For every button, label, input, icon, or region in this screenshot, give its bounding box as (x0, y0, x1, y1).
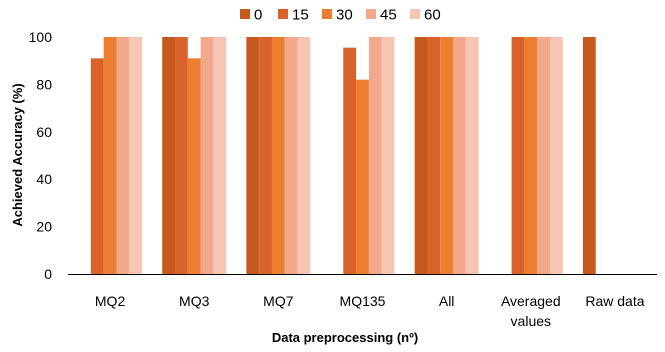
x-tick-label: MQ135 (340, 293, 386, 309)
bar-45-3 (368, 37, 382, 274)
bar-0-4 (414, 37, 428, 274)
y-tick-label: 100 (29, 29, 53, 45)
legend-swatch-60 (410, 9, 420, 19)
bar-60-0 (129, 37, 143, 274)
bar-45-1 (200, 37, 214, 274)
x-tick-label: All (439, 293, 455, 309)
bar-60-3 (381, 37, 395, 274)
bar-15-5 (511, 37, 525, 274)
y-tick-label: 40 (36, 171, 52, 187)
bar-45-5 (537, 37, 550, 274)
bar-30-4 (440, 37, 454, 274)
x-axis-ticks: MQ2 MQ3 MQ7 MQ135 All Averaged values Raw data (95, 293, 645, 329)
bar-30-0 (103, 37, 117, 274)
bar-60-4 (465, 37, 479, 274)
y-tick-label: 20 (36, 219, 52, 235)
bar-0-6 (582, 37, 596, 274)
legend-label-0: 0 (254, 7, 262, 24)
bar-30-1 (187, 58, 201, 274)
bar-15-2 (259, 37, 272, 274)
legend-swatch-15 (278, 9, 288, 19)
y-axis-ticks: 0 20 40 60 80 100 (29, 29, 53, 282)
y-tick-label: 80 (36, 76, 52, 92)
legend-label-60: 60 (424, 7, 441, 24)
legend-label-45: 45 (380, 7, 397, 24)
y-tick-label: 0 (44, 266, 52, 282)
bar-15-1 (175, 37, 188, 274)
x-tick-label: MQ3 (179, 293, 210, 309)
bar-30-3 (356, 79, 369, 274)
bar-60-1 (213, 37, 227, 274)
bar-30-2 (271, 37, 285, 274)
bar-45-0 (116, 37, 130, 274)
legend-label-15: 15 (292, 7, 309, 24)
x-tick-label: values (511, 313, 551, 329)
x-tick-label: MQ7 (263, 293, 294, 309)
bar-45-4 (453, 37, 466, 274)
bar-15-4 (427, 37, 441, 274)
legend: 0 15 30 45 60 (240, 7, 441, 24)
bars (90, 37, 596, 274)
x-tick-label: MQ2 (95, 293, 126, 309)
bar-45-2 (284, 37, 298, 274)
y-axis-title: Achieved Accuracy (%) (10, 83, 25, 226)
legend-swatch-30 (322, 9, 332, 19)
x-tick-label: Averaged (501, 293, 561, 309)
bar-30-5 (524, 37, 538, 274)
bar-15-3 (343, 47, 357, 274)
bar-60-2 (297, 37, 311, 274)
bar-0-1 (162, 37, 176, 274)
x-axis-title: Data preprocessing (nº) (272, 330, 418, 345)
x-tick-label: Raw data (585, 293, 644, 309)
legend-swatch-45 (366, 9, 376, 19)
bar-0-2 (246, 37, 260, 274)
bar-15-0 (90, 58, 104, 274)
y-tick-label: 60 (36, 124, 52, 140)
legend-swatch-0 (240, 9, 250, 19)
legend-label-30: 30 (336, 7, 353, 24)
bar-60-5 (549, 37, 563, 274)
